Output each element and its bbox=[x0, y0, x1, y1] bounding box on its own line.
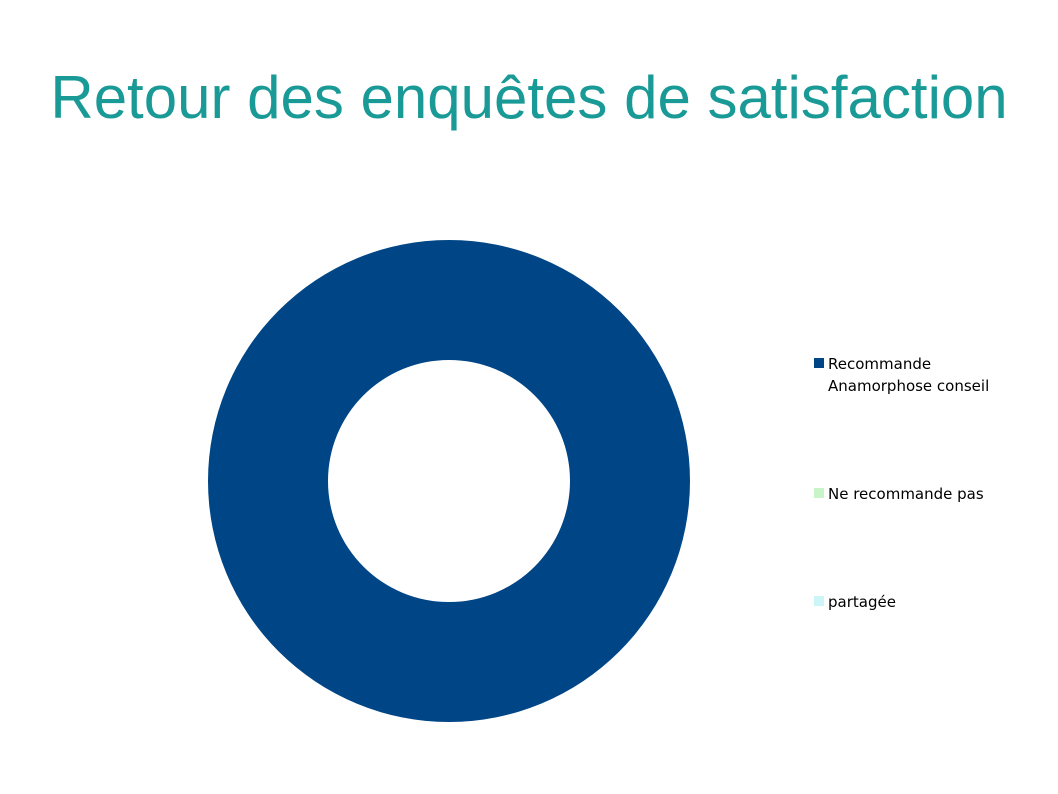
legend-label-ne-recommande-pas: Ne recommande pas bbox=[828, 485, 984, 503]
legend-label-partagee: partagée bbox=[828, 593, 896, 611]
legend-swatch-recommande bbox=[814, 358, 824, 368]
slide-title: Retour des enquêtes de satisfaction bbox=[50, 64, 1008, 131]
legend-item-ne-recommande-pas: Ne recommande pas bbox=[814, 483, 1044, 505]
legend-swatch-partagee bbox=[814, 596, 824, 606]
donut-slice-recommande bbox=[208, 240, 690, 722]
legend-item-recommande: Recommande Anamorphose conseil bbox=[814, 353, 1044, 397]
legend-item-partagee: partagée bbox=[814, 591, 1044, 613]
donut-slices bbox=[208, 240, 690, 722]
chart-legend: Recommande Anamorphose conseil Ne recomm… bbox=[814, 353, 1044, 623]
legend-label-recommande: Recommande Anamorphose conseil bbox=[828, 355, 990, 395]
legend-swatch-ne-recommande-pas bbox=[814, 488, 824, 498]
